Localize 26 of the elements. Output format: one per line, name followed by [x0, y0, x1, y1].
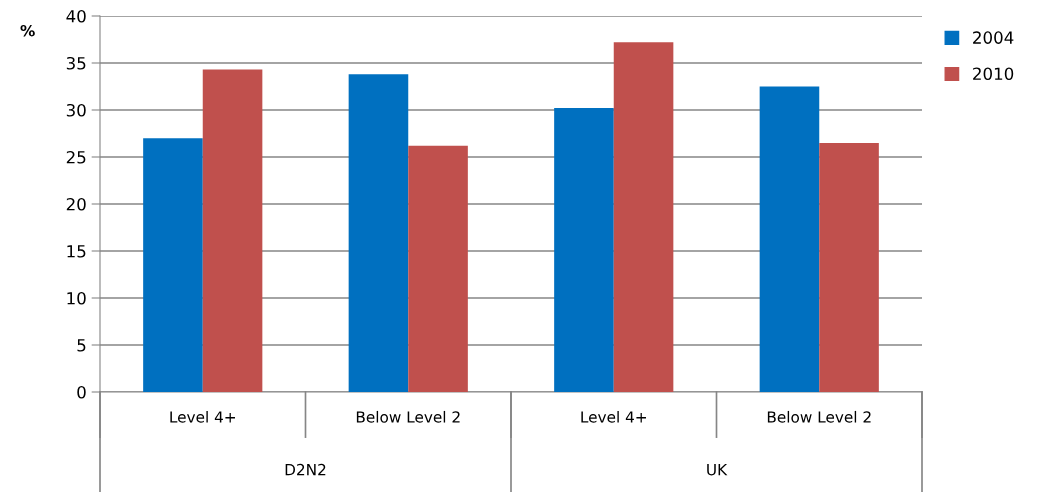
legend-label: 2004	[973, 31, 1014, 44]
y-axis-title: %	[20, 24, 35, 37]
y-tick-label: 20	[66, 197, 86, 211]
bar	[819, 142, 879, 392]
text: UK	[707, 464, 728, 476]
y-tick-label: 25	[66, 150, 86, 164]
y-tick-label: 10	[67, 291, 86, 305]
y-tick-label: 40	[66, 9, 86, 23]
x-tick-label: Below Level 2	[767, 410, 871, 423]
y-tick-label: 5	[77, 339, 86, 352]
y-tick-label: 30	[66, 103, 86, 117]
bar	[143, 138, 203, 392]
x-tick-label: Level 4+	[170, 410, 235, 423]
bar	[759, 86, 820, 392]
x-tick-label: Level 4+	[581, 410, 646, 423]
y-tick-label: 0	[77, 385, 86, 399]
bar	[613, 42, 674, 392]
y-tick-label: 15	[67, 245, 86, 258]
x-tick-label: Below Level 2	[356, 410, 460, 423]
y-tick-label: 35	[66, 56, 86, 70]
legend-label: 2010	[973, 67, 1014, 81]
text: D2N2	[285, 463, 326, 476]
bar	[554, 108, 614, 392]
bar	[408, 145, 468, 392]
bar	[202, 69, 263, 392]
bar	[348, 74, 409, 392]
